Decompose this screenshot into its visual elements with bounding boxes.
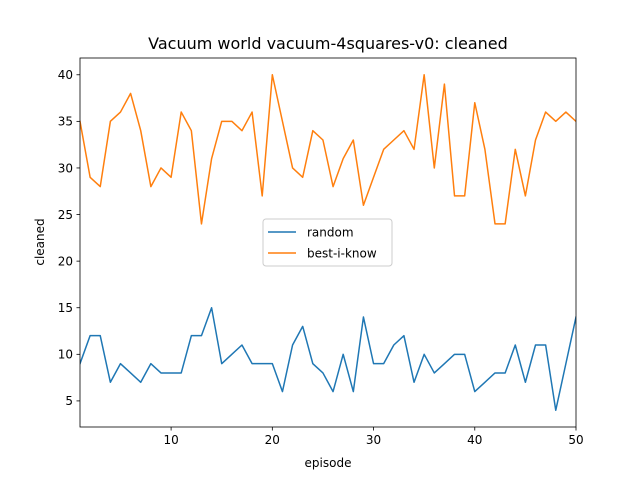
x-tick-label: 10 xyxy=(163,433,178,447)
series-layer xyxy=(80,74,576,411)
y-tick-label: 30 xyxy=(58,161,73,175)
y-axis: 5 10 15 20 25 30 35 40 xyxy=(58,68,80,408)
legend-box xyxy=(262,218,393,267)
plot-area-frame xyxy=(79,57,577,428)
y-tick-label: 10 xyxy=(58,348,73,362)
x-tick-label: 20 xyxy=(265,433,280,447)
chart-title: Vacuum world vacuum-4squares-v0: cleaned xyxy=(148,34,508,53)
y-axis-label: cleaned xyxy=(33,218,47,265)
y-tick-label: 15 xyxy=(58,301,73,315)
x-tick-label: 40 xyxy=(467,433,482,447)
legend: random best-i-know xyxy=(262,218,393,267)
x-tick-label: 50 xyxy=(568,433,583,447)
x-tick-label: 30 xyxy=(366,433,381,447)
y-tick-label: 20 xyxy=(58,254,73,268)
legend-label-best-i-know: best-i-know xyxy=(307,246,377,260)
y-tick-label: 25 xyxy=(58,208,73,222)
y-tick-label: 5 xyxy=(65,394,73,408)
y-tick-label: 35 xyxy=(58,115,73,129)
legend-label-random: random xyxy=(307,225,354,239)
series-line-random xyxy=(80,306,576,411)
x-axis-label: episode xyxy=(305,456,352,470)
y-tick-label: 40 xyxy=(58,68,73,82)
x-axis: 10 20 30 40 50 xyxy=(163,427,584,447)
series-line-best-i-know xyxy=(80,74,576,225)
